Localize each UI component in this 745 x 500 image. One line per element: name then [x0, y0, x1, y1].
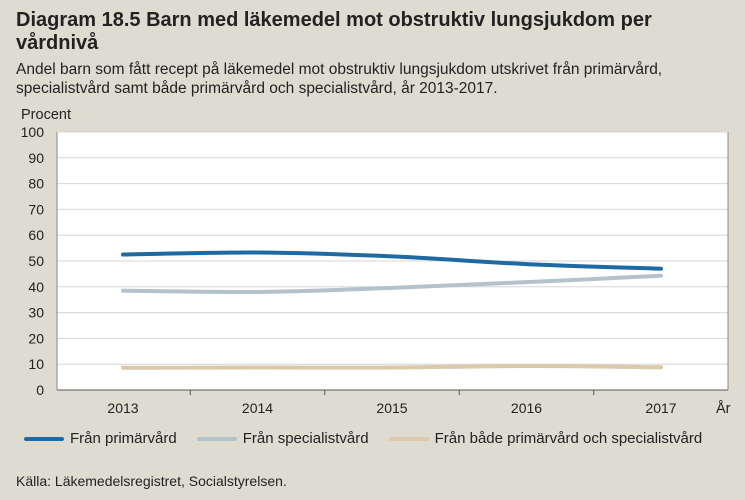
- series-lines: [121, 250, 663, 370]
- y-tick-label: 90: [28, 150, 44, 166]
- legend-swatch: [24, 436, 64, 441]
- chart-title: Diagram 18.5 Barn med läkemedel mot obst…: [16, 9, 652, 54]
- y-tick-label: 10: [28, 356, 44, 372]
- y-axis-label: Procent: [21, 107, 71, 123]
- y-tick-label: 100: [21, 124, 45, 140]
- legend-swatch: [388, 436, 429, 441]
- series-line: [121, 364, 663, 370]
- legend: Från primärvård Från specialistvård Från…: [24, 430, 739, 447]
- legend-label: Från specialistvård: [242, 430, 369, 447]
- y-tick-label: 80: [28, 176, 44, 192]
- x-tick-label: 2014: [242, 400, 273, 416]
- x-axis-label: År: [716, 400, 731, 417]
- y-tick-label: 20: [28, 330, 44, 346]
- x-tick-label: 2016: [511, 400, 542, 416]
- series-line: [121, 273, 663, 295]
- legend-item-bada: Från både primärvård och specialistvård: [388, 430, 703, 447]
- source-note: Källa: Läkemedelsregistret, Socialstyrel…: [16, 473, 287, 489]
- legend-label: Från både primärvård och specialistvård: [434, 430, 703, 447]
- y-tick-label: 50: [28, 253, 44, 269]
- series-line: [121, 250, 663, 271]
- legend-item-primarvard: Från primärvård: [24, 430, 177, 447]
- x-tick-label: 2015: [376, 400, 407, 416]
- x-tick-labels: 2013 2014 2015 2016 2017: [107, 390, 677, 416]
- y-tick-labels: 0 10 20 30 40 50 60 70 80 90 100: [21, 124, 45, 398]
- chart-subtitle: Andel barn som fått recept på läkemedel …: [16, 61, 663, 97]
- y-tick-label: 0: [36, 382, 44, 398]
- y-tick-label: 40: [28, 279, 44, 295]
- legend-item-specialistvard: Från specialistvård: [196, 430, 369, 447]
- legend-swatch: [196, 436, 237, 441]
- gridlines: [56, 131, 729, 391]
- y-tick-label: 70: [28, 201, 44, 217]
- y-tick-label: 60: [28, 227, 44, 243]
- legend-label: Från primärvård: [70, 430, 177, 447]
- x-tick-label: 2013: [107, 400, 138, 416]
- y-tick-label: 30: [28, 305, 44, 321]
- x-tick-label: 2017: [645, 400, 676, 416]
